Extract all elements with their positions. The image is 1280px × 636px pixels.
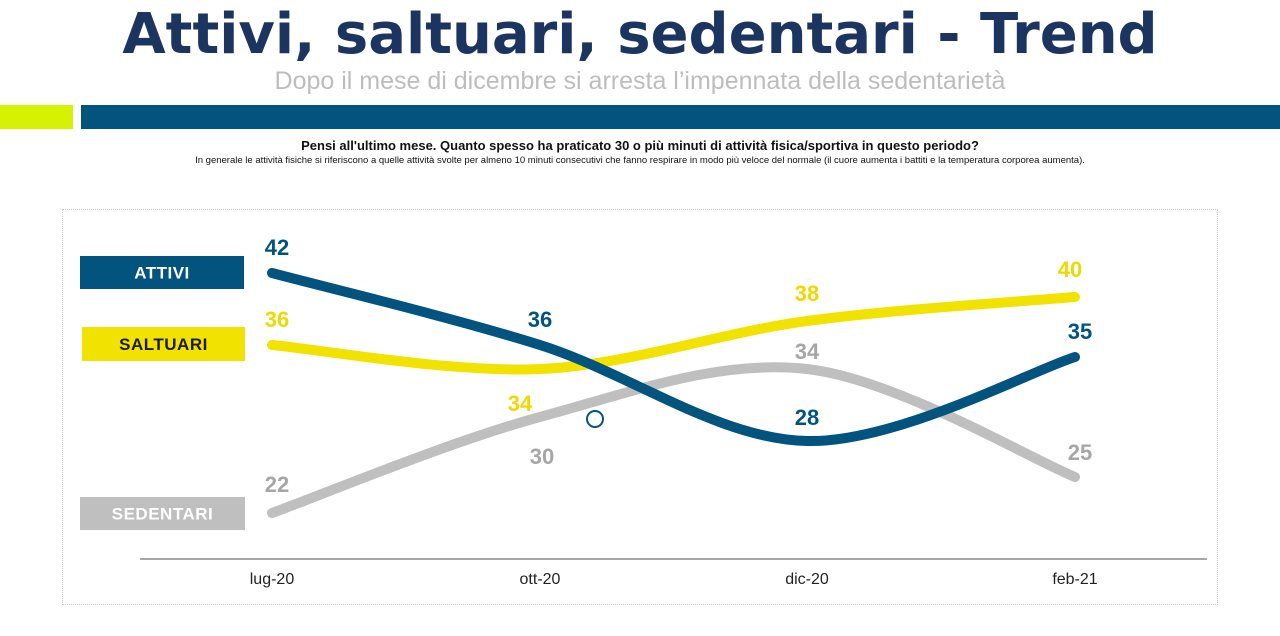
data-label-sedentari: 25 (1068, 440, 1092, 465)
chart-frame (62, 209, 1218, 605)
legend-box-sedentari (80, 497, 245, 530)
data-label-saltuari: 38 (795, 281, 819, 306)
data-label-attivi: 42 (265, 235, 289, 260)
marker-dot (586, 410, 604, 428)
x-tick-label: lug-20 (250, 571, 295, 588)
series-line-attivi (267, 268, 1080, 447)
series-line-saltuari (267, 292, 1080, 375)
accent-bar-blue (81, 105, 1280, 129)
data-label-attivi: 36 (528, 307, 552, 332)
data-label-sedentari: 22 (265, 472, 289, 497)
accent-bar-green (0, 105, 73, 129)
x-tick-label: feb-21 (1052, 571, 1097, 588)
data-label-saltuari: 40 (1058, 257, 1082, 282)
page-title: Attivi, saltuari, sedentari - Trend (122, 2, 1158, 67)
x-tick-label: ott-20 (520, 571, 561, 588)
data-label-attivi: 28 (795, 405, 819, 430)
legend-label-saltuari: SALTUARI (119, 335, 208, 354)
legend-box-saltuari (82, 327, 245, 361)
data-label-attivi: 35 (1068, 319, 1092, 344)
data-label-sedentari: 34 (795, 339, 820, 364)
data-label-saltuari: 34 (508, 391, 533, 416)
x-tick-label: dic-20 (785, 571, 829, 588)
data-label-saltuari: 36 (265, 307, 289, 332)
data-label-sedentari: 30 (530, 444, 554, 469)
series-line-sedentari (267, 362, 1080, 518)
survey-question: Pensi all'ultimo mese. Quanto spesso ha … (301, 138, 979, 153)
legend-box-attivi (80, 256, 244, 289)
legend-label-attivi: ATTIVI (134, 264, 190, 283)
page-subtitle: Dopo il mese di dicembre si arresta l’im… (274, 67, 1006, 95)
legend-label-sedentari: SEDENTARI (112, 505, 213, 524)
survey-note: In generale le attività fisiche si rifer… (195, 155, 1085, 166)
